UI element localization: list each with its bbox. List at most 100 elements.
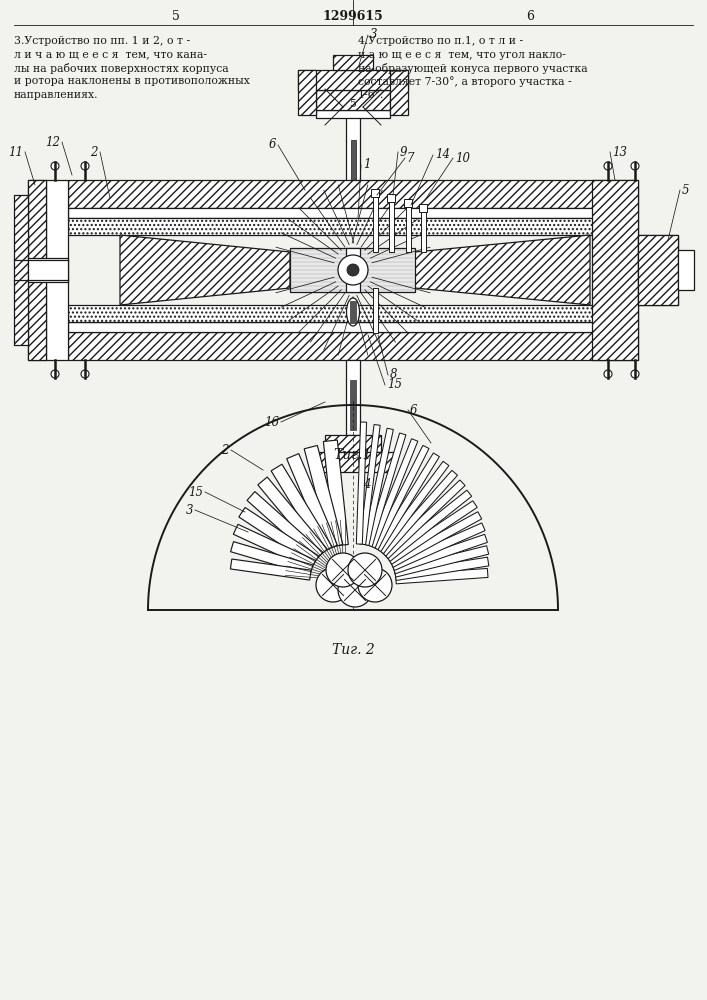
Text: 5: 5: [682, 184, 689, 196]
Polygon shape: [390, 512, 481, 567]
Polygon shape: [373, 197, 378, 252]
Polygon shape: [346, 115, 360, 195]
Circle shape: [51, 162, 59, 170]
Polygon shape: [68, 322, 638, 332]
Polygon shape: [68, 218, 638, 235]
Text: 6: 6: [526, 9, 534, 22]
Polygon shape: [378, 461, 449, 554]
Polygon shape: [316, 90, 390, 110]
Text: 15: 15: [188, 486, 203, 498]
Polygon shape: [230, 542, 313, 575]
Circle shape: [358, 568, 392, 602]
Text: 2: 2: [90, 145, 98, 158]
Circle shape: [631, 162, 639, 170]
Text: лы на рабочих поверхностях корпуса: лы на рабочих поверхностях корпуса: [14, 63, 228, 74]
Text: 3: 3: [185, 504, 193, 516]
Circle shape: [347, 264, 359, 276]
Text: 12: 12: [45, 135, 60, 148]
Polygon shape: [286, 454, 337, 550]
Polygon shape: [373, 288, 378, 333]
Text: 3: 3: [370, 28, 378, 41]
Polygon shape: [298, 70, 408, 90]
Polygon shape: [385, 490, 472, 561]
Text: 13: 13: [612, 145, 627, 158]
Polygon shape: [380, 470, 457, 556]
Polygon shape: [258, 477, 327, 557]
Polygon shape: [366, 433, 406, 547]
Polygon shape: [120, 235, 290, 305]
Polygon shape: [415, 235, 590, 305]
Polygon shape: [419, 204, 427, 212]
Circle shape: [338, 255, 368, 285]
Text: 2: 2: [221, 444, 229, 456]
Circle shape: [326, 553, 360, 587]
Polygon shape: [325, 435, 381, 452]
Polygon shape: [351, 140, 356, 185]
Text: 8: 8: [390, 368, 397, 381]
Polygon shape: [387, 501, 477, 564]
Polygon shape: [323, 440, 349, 546]
Polygon shape: [346, 248, 360, 292]
Text: 5: 5: [172, 9, 180, 22]
Text: 11: 11: [8, 145, 23, 158]
Circle shape: [631, 370, 639, 378]
Polygon shape: [350, 301, 356, 323]
Text: 6: 6: [269, 138, 276, 151]
Text: 10: 10: [455, 151, 470, 164]
Ellipse shape: [346, 298, 359, 326]
Polygon shape: [383, 480, 465, 559]
Polygon shape: [239, 507, 319, 566]
Polygon shape: [363, 428, 393, 545]
Polygon shape: [290, 248, 415, 292]
Polygon shape: [313, 452, 393, 472]
Polygon shape: [247, 492, 323, 561]
Text: направлениях.: направлениях.: [14, 90, 98, 100]
Text: и ротора наклонены в противоположных: и ротора наклонены в противоположных: [14, 77, 250, 87]
Polygon shape: [14, 195, 28, 345]
Text: ч а ю щ е е с я  тем, что угол накло-: ч а ю щ е е с я тем, что угол накло-: [358, 49, 566, 60]
Text: 1299615: 1299615: [322, 9, 383, 22]
Polygon shape: [391, 523, 485, 570]
Polygon shape: [28, 180, 46, 360]
Polygon shape: [68, 180, 638, 208]
Polygon shape: [28, 180, 46, 360]
Polygon shape: [592, 180, 638, 360]
Text: на образующей конуса первого участка: на образующей конуса первого участка: [358, 63, 588, 74]
Polygon shape: [346, 360, 360, 435]
Text: Τиг.1: Τиг.1: [334, 448, 372, 462]
Polygon shape: [421, 212, 426, 252]
Text: 7: 7: [407, 151, 414, 164]
Circle shape: [604, 162, 612, 170]
Polygon shape: [68, 305, 638, 322]
Polygon shape: [350, 380, 356, 430]
Polygon shape: [271, 464, 332, 553]
Text: 9: 9: [400, 145, 407, 158]
Polygon shape: [395, 557, 489, 580]
Polygon shape: [298, 70, 316, 115]
Polygon shape: [333, 55, 373, 70]
Polygon shape: [387, 194, 395, 202]
Polygon shape: [375, 453, 439, 552]
Polygon shape: [316, 110, 390, 118]
Polygon shape: [356, 422, 367, 544]
Text: 4.Устройство по п.1, о т л и -: 4.Устройство по п.1, о т л и -: [358, 36, 523, 46]
Polygon shape: [396, 568, 488, 584]
Text: 3.Устройство по пп. 1 и 2, о т -: 3.Устройство по пп. 1 и 2, о т -: [14, 36, 190, 46]
Polygon shape: [390, 70, 408, 115]
Polygon shape: [392, 534, 487, 574]
Text: 1: 1: [363, 158, 370, 172]
Polygon shape: [394, 546, 489, 577]
Polygon shape: [678, 250, 694, 290]
Text: 16: 16: [264, 416, 279, 428]
Text: 14: 14: [435, 148, 450, 161]
Polygon shape: [46, 180, 68, 360]
Polygon shape: [68, 332, 638, 360]
Text: л и ч а ю щ е е с я  тем, что кана-: л и ч а ю щ е е с я тем, что кана-: [14, 49, 207, 60]
Polygon shape: [28, 258, 68, 282]
Polygon shape: [638, 235, 678, 305]
Text: 5: 5: [349, 99, 356, 109]
Polygon shape: [406, 207, 411, 252]
Polygon shape: [369, 439, 418, 548]
Circle shape: [81, 370, 89, 378]
Polygon shape: [68, 208, 638, 218]
